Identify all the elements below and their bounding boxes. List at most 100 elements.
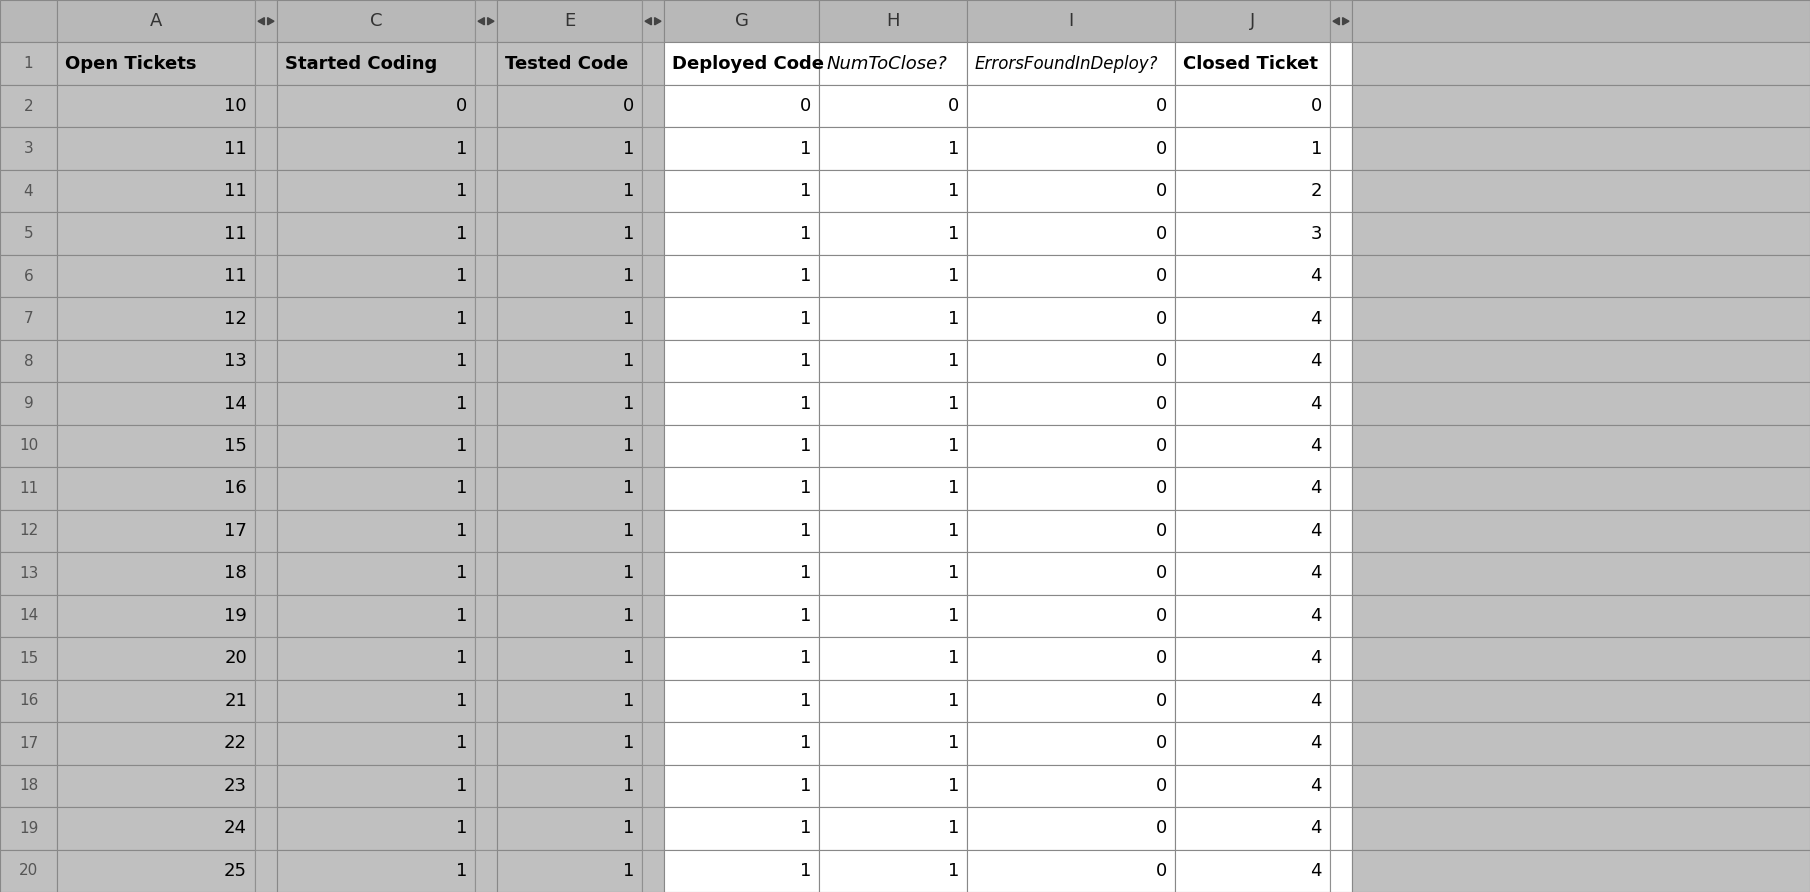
Bar [56, 297, 255, 340]
Text: 1: 1 [800, 394, 811, 412]
Bar [56, 467, 255, 509]
Text: Started Coding: Started Coding [284, 54, 438, 73]
Text: 1: 1 [948, 225, 959, 243]
Text: 1: 1 [623, 352, 634, 370]
Bar [498, 807, 643, 849]
Bar [255, 340, 277, 383]
Text: 11: 11 [224, 182, 246, 200]
Text: 0: 0 [1157, 692, 1167, 710]
Bar [643, 383, 664, 425]
Text: 0: 0 [948, 97, 959, 115]
Text: 20: 20 [224, 649, 246, 667]
Bar [1352, 340, 1810, 383]
Text: 10: 10 [18, 439, 38, 453]
Text: 1: 1 [623, 522, 634, 540]
Bar [818, 849, 967, 892]
Text: G: G [735, 12, 749, 30]
Text: 1: 1 [623, 862, 634, 880]
Bar [474, 849, 498, 892]
Bar [0, 0, 56, 43]
Text: 4: 4 [1310, 394, 1321, 412]
Bar [0, 680, 56, 723]
Bar [643, 85, 664, 128]
Text: 0: 0 [1157, 607, 1167, 625]
Text: 1: 1 [800, 649, 811, 667]
Bar [277, 0, 474, 43]
Text: 1: 1 [623, 267, 634, 285]
Text: 17: 17 [18, 736, 38, 751]
Text: 19: 19 [224, 607, 246, 625]
Bar [277, 383, 474, 425]
Bar [967, 680, 1175, 723]
Bar [255, 680, 277, 723]
Text: 1: 1 [456, 182, 467, 200]
Text: 0: 0 [1157, 734, 1167, 752]
Bar [818, 383, 967, 425]
Text: 1: 1 [948, 607, 959, 625]
Bar [0, 595, 56, 637]
Bar [643, 340, 664, 383]
Text: 1: 1 [948, 522, 959, 540]
Polygon shape [268, 18, 273, 25]
Text: 1: 1 [623, 777, 634, 795]
Bar [643, 255, 664, 297]
Bar [0, 297, 56, 340]
Text: 1: 1 [456, 522, 467, 540]
Bar [0, 383, 56, 425]
Bar [277, 552, 474, 595]
Bar [474, 637, 498, 680]
Text: C: C [369, 12, 382, 30]
Bar [56, 212, 255, 255]
Text: 1: 1 [800, 310, 811, 327]
Text: 1: 1 [623, 182, 634, 200]
Text: 1: 1 [623, 480, 634, 498]
Bar [1175, 807, 1330, 849]
Bar [643, 43, 664, 85]
Bar [255, 43, 277, 85]
Text: 1: 1 [623, 310, 634, 327]
Text: 1: 1 [623, 225, 634, 243]
Text: 1: 1 [948, 140, 959, 158]
Bar [967, 297, 1175, 340]
Text: 1: 1 [456, 267, 467, 285]
Text: 12: 12 [224, 310, 246, 327]
Bar [1330, 297, 1352, 340]
Bar [498, 764, 643, 807]
Bar [664, 169, 818, 212]
Text: 1: 1 [456, 140, 467, 158]
Bar [255, 723, 277, 764]
Bar [643, 680, 664, 723]
Bar [0, 212, 56, 255]
Bar [498, 383, 643, 425]
Bar [818, 297, 967, 340]
Bar [818, 85, 967, 128]
Bar [643, 849, 664, 892]
Bar [474, 85, 498, 128]
Bar [967, 723, 1175, 764]
Polygon shape [259, 18, 264, 25]
Bar [1175, 637, 1330, 680]
Text: 1: 1 [948, 777, 959, 795]
Bar [967, 128, 1175, 169]
Text: 4: 4 [1310, 522, 1321, 540]
Bar [818, 340, 967, 383]
Text: 1: 1 [800, 565, 811, 582]
Bar [818, 764, 967, 807]
Text: 0: 0 [1157, 310, 1167, 327]
Bar [818, 0, 967, 43]
Bar [277, 43, 474, 85]
Text: 21: 21 [224, 692, 246, 710]
Bar [56, 425, 255, 467]
Text: 1: 1 [456, 649, 467, 667]
Text: Deployed Code: Deployed Code [672, 54, 824, 73]
Text: 0: 0 [1157, 819, 1167, 838]
Bar [664, 764, 818, 807]
Bar [818, 509, 967, 552]
Bar [818, 680, 967, 723]
Bar [0, 340, 56, 383]
Text: 3: 3 [1310, 225, 1321, 243]
Text: 12: 12 [18, 524, 38, 539]
Text: 0: 0 [1157, 522, 1167, 540]
Bar [643, 0, 664, 43]
Text: 11: 11 [224, 140, 246, 158]
